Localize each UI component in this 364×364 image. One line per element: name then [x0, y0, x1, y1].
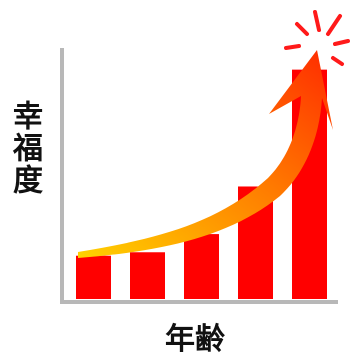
- bar: [76, 255, 111, 299]
- bar: [184, 234, 219, 299]
- x-axis-label: 年齢: [165, 322, 225, 357]
- burst-ray: [333, 39, 350, 46]
- burst-ray: [331, 56, 344, 66]
- burst-ray: [295, 22, 309, 36]
- burst-icon: [284, 10, 350, 66]
- trend-arrow: [78, 50, 333, 258]
- burst-ray: [326, 14, 342, 36]
- axes: [60, 48, 338, 304]
- y-axis-label: 幸福度: [7, 100, 42, 196]
- burst-ray: [313, 10, 321, 32]
- bar: [130, 252, 165, 299]
- burst-ray: [284, 44, 301, 50]
